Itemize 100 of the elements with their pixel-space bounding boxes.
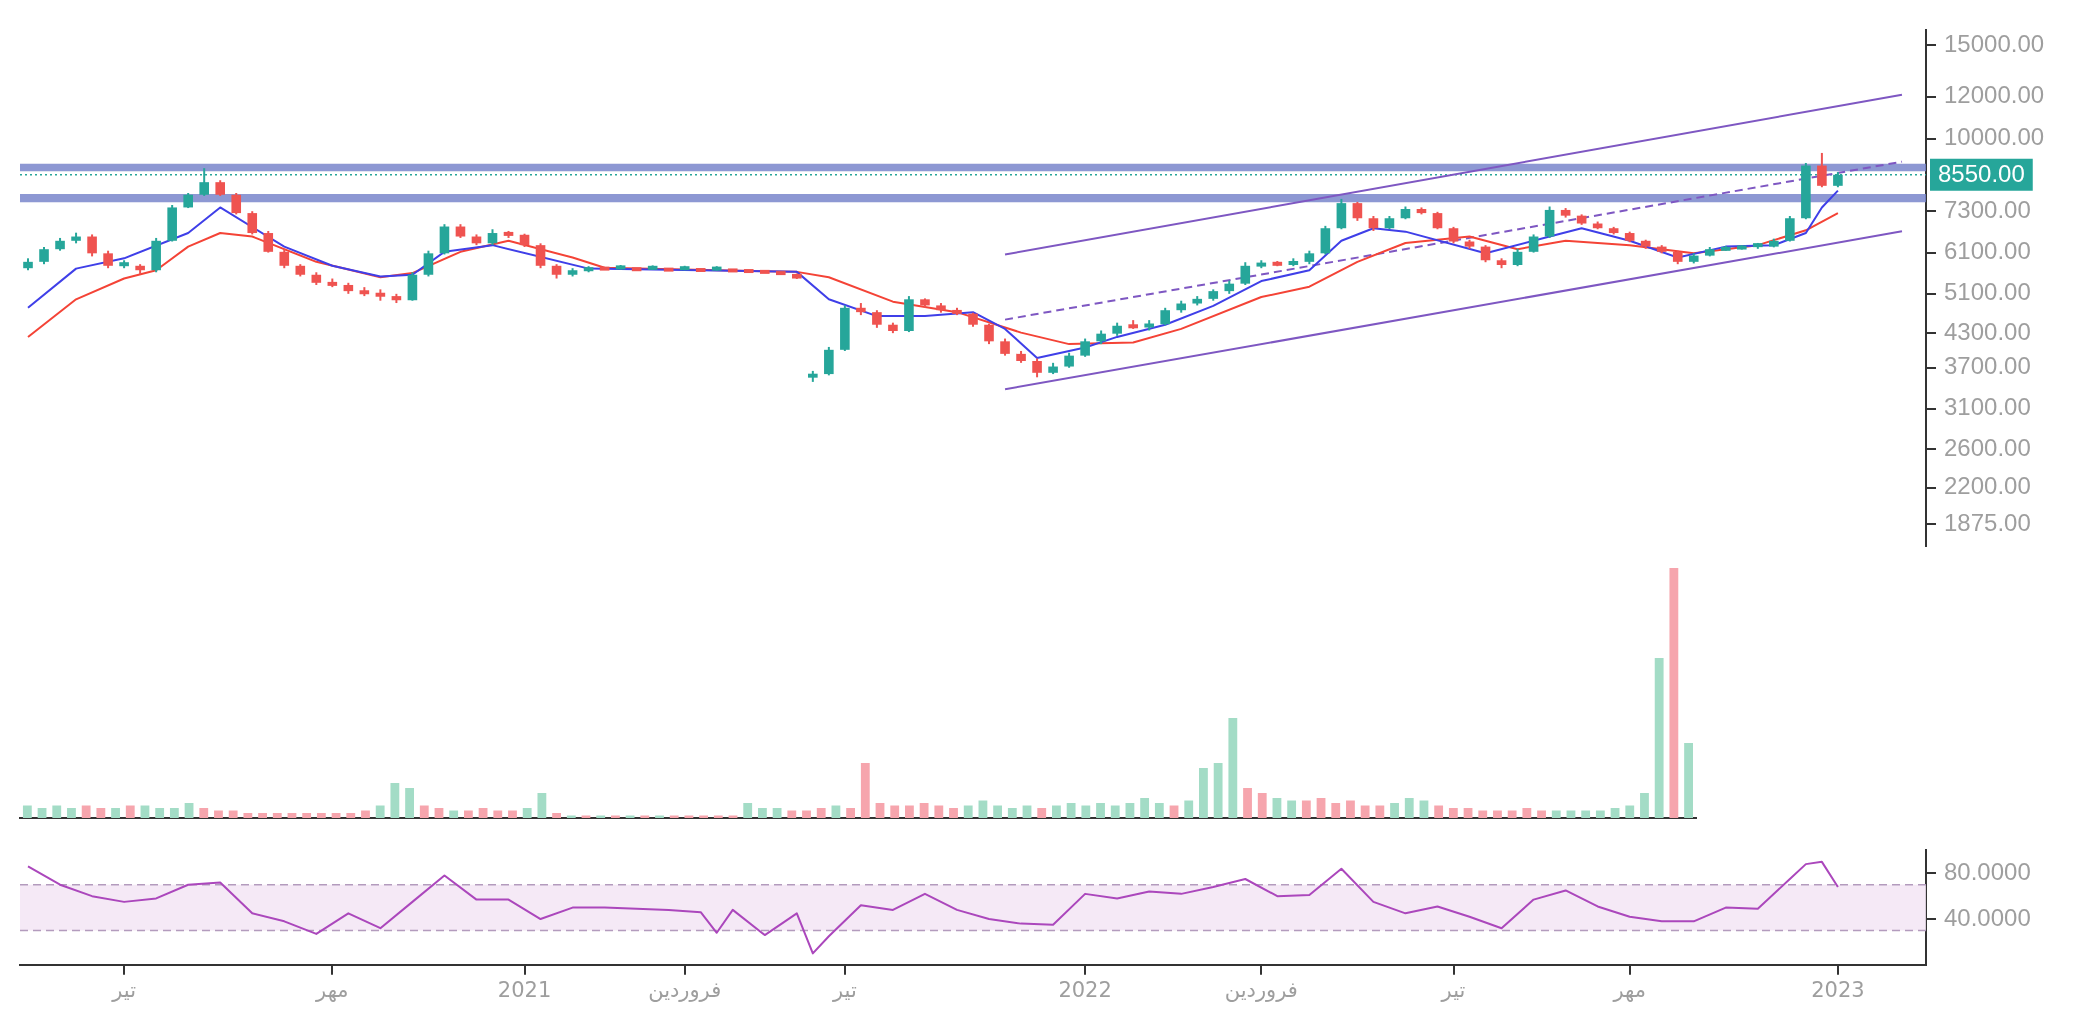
candlestick [247,210,258,236]
candlestick [423,249,434,278]
bar [199,808,209,818]
y-tick-label: 80.0000 [1944,857,2031,885]
bar [1037,808,1047,818]
bar [1404,798,1414,818]
bar [875,803,885,818]
bar [1331,803,1341,818]
bar [1463,808,1473,818]
bar [390,783,400,818]
candlestick [263,229,274,254]
candlestick [1817,151,1827,189]
x-tick-label: مهر [315,977,349,1002]
bar [434,808,444,818]
bar [272,813,282,818]
bar [846,808,856,818]
bar [1199,768,1208,818]
bar [67,808,76,818]
bar [1110,805,1120,818]
bar [316,813,326,818]
y-tick-label: 5100.00 [1944,278,2031,306]
bar [111,808,120,818]
x-tick-label: تیر [831,977,857,1002]
bar [405,788,414,818]
bar [816,808,826,818]
x-tick-label: 2022 [1058,977,1112,1002]
y-tick-label: 4300.00 [1944,317,2031,345]
bar [1610,808,1620,818]
bar [1654,658,1664,818]
bar [287,813,297,818]
x-tick-label: 2021 [497,977,552,1002]
candlestick [1352,200,1363,222]
bar [772,808,782,818]
bar [905,805,914,818]
bar [419,805,429,818]
bar [258,813,267,818]
bar [449,810,459,818]
bar [22,805,32,818]
bar [346,813,356,818]
bar [1390,803,1399,818]
y-tick-label: 2600.00 [1944,433,2031,461]
bar [1434,805,1444,818]
bar [184,803,194,818]
bar [860,763,870,818]
bar [522,808,532,818]
bar [1007,808,1017,818]
bar [228,810,238,818]
candlestick [87,233,97,258]
bar [1140,798,1150,818]
bar [757,808,767,818]
candlestick [535,242,546,270]
bar [1551,810,1561,818]
bar [743,803,753,818]
bar [1257,793,1267,818]
bar [1537,810,1546,818]
candlestick [984,322,994,346]
y-tick-label: 6100.00 [1944,237,2031,265]
bar [831,805,841,818]
bar [96,808,106,818]
bar [375,805,385,818]
bar [919,803,929,818]
bar [478,808,488,818]
bar [1640,793,1649,818]
y-tick-label: 1875.00 [1944,509,2031,536]
bar [949,808,958,818]
bar [1346,800,1355,818]
bar [37,808,47,818]
bar [1154,803,1164,818]
bar [1081,805,1091,818]
bar [1360,805,1370,818]
bar [1243,788,1252,818]
bar [1595,810,1605,818]
bar [1478,810,1488,818]
bar [1375,805,1385,818]
bar [508,810,517,818]
bar [1522,808,1532,818]
bar [125,805,135,818]
bar [1493,810,1502,818]
bar [787,810,797,818]
y-tick-label: 7300.00 [1944,195,2031,223]
bar [1052,805,1061,818]
candlestick [1080,337,1090,358]
bar [243,813,253,818]
bar [1684,743,1693,818]
bar [331,813,341,818]
x-tick-label: مهر [1612,977,1646,1002]
bar [1507,810,1517,818]
bar [1096,803,1105,818]
bar [1272,798,1282,818]
bar [1213,763,1223,818]
bar [802,810,811,818]
y-tick-label: 3100.00 [1944,393,2031,421]
bar [1316,798,1326,818]
bar [1669,568,1679,818]
x-tick-label: تیر [1440,977,1466,1002]
bar [1184,800,1194,818]
bar [993,805,1003,818]
y-tick-label: 2200.00 [1944,472,2031,500]
y-tick-label: 40.0000 [1944,903,2031,931]
x-tick-label: تیر [111,977,137,1002]
